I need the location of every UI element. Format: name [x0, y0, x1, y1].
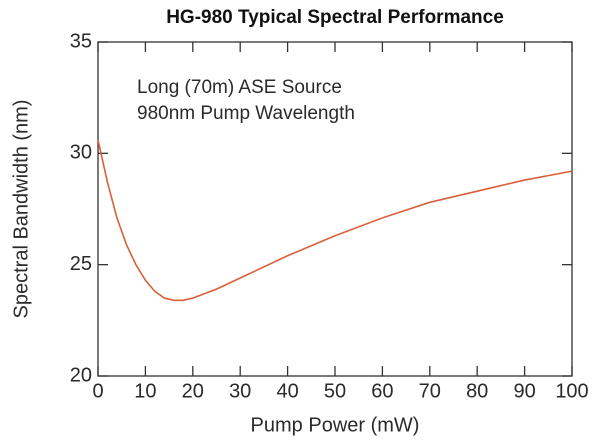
x-tick-label: 20 — [182, 380, 204, 402]
y-tick-label: 20 — [70, 364, 92, 386]
x-tick-label: 10 — [134, 380, 156, 402]
y-tick-label: 25 — [70, 253, 92, 275]
annotation: 980nm Pump Wavelength — [137, 103, 355, 124]
x-tick-label: 80 — [466, 380, 488, 402]
x-axis-label: Pump Power (mW) — [251, 414, 420, 436]
annotation: Long (70m) ASE Source — [137, 77, 342, 98]
y-tick-label: 30 — [70, 142, 92, 164]
x-tick-label: 30 — [229, 380, 251, 402]
x-tick-label: 90 — [513, 380, 535, 402]
x-tick-label: 70 — [419, 380, 441, 402]
x-tick-label: 40 — [276, 380, 298, 402]
x-tick-label: 100 — [555, 380, 588, 402]
x-tick-label: 50 — [324, 380, 346, 402]
chart-title: HG-980 Typical Spectral Performance — [166, 7, 504, 28]
x-tick-label: 0 — [92, 380, 103, 402]
x-tick-label: 60 — [371, 380, 393, 402]
data-line — [97, 139, 573, 302]
y-axis-label: Spectral Bandwidth (nm) — [10, 100, 32, 319]
y-tick-label: 35 — [70, 30, 92, 52]
